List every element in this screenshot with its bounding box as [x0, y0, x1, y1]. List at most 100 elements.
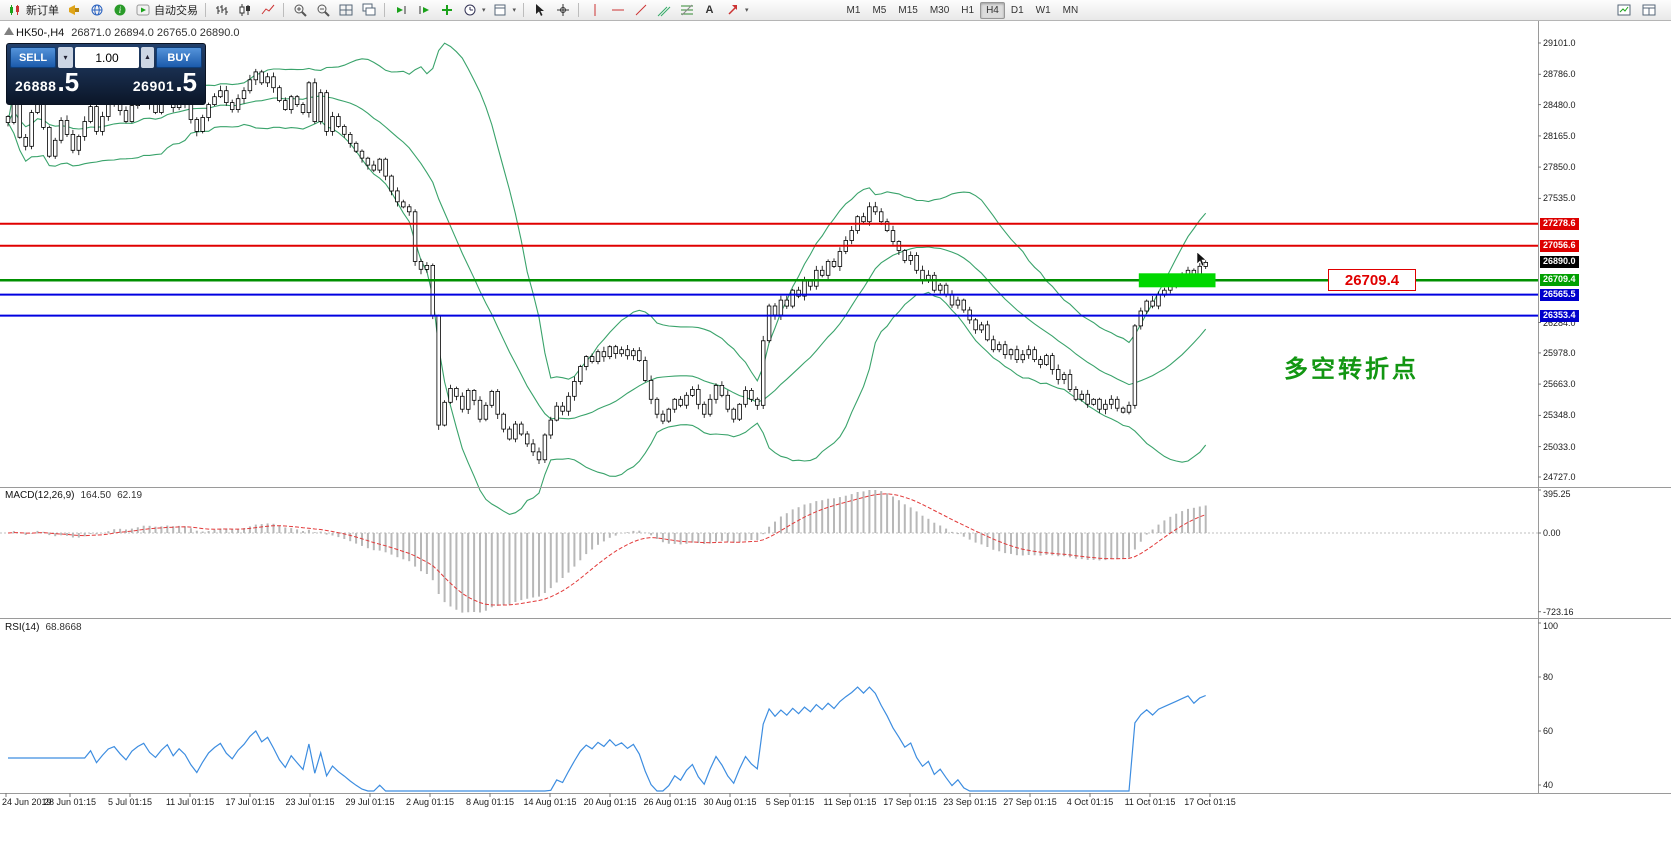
metaeditor-button[interactable] — [63, 1, 84, 19]
timeframe-mn[interactable]: MN — [1062, 4, 1079, 16]
zoom-in-icon — [291, 2, 308, 19]
svg-text:i: i — [118, 5, 121, 15]
sell-price[interactable]: 26888.5 — [15, 67, 80, 97]
price-axis-label: 28786.0 — [1543, 69, 1576, 79]
macd-label: MACD(12,26,9) 164.50 62.19 — [5, 490, 142, 501]
timeframe-d1[interactable]: D1 — [1010, 4, 1024, 16]
zoom-out-button[interactable] — [312, 1, 333, 19]
chart-layout-button[interactable] — [1638, 1, 1659, 19]
add-indicator-button[interactable] — [436, 1, 457, 19]
new-chart-button[interactable] — [1613, 1, 1634, 19]
rsi-axis-label: 80 — [1543, 672, 1554, 682]
rsi-line — [8, 686, 1206, 792]
cursor-tool-button[interactable] — [529, 1, 550, 19]
arrow-tool-icon — [724, 2, 741, 19]
cascade-windows-button[interactable] — [358, 1, 379, 19]
timeframe-w1[interactable]: W1 — [1035, 4, 1051, 16]
line-chart-mode-button[interactable] — [257, 1, 278, 19]
time-axis-label: 28 Jun 01:15 — [43, 797, 97, 807]
price-tag[interactable]: 26890.0 — [1540, 256, 1579, 268]
order-type-dropdown[interactable]: ▾ — [58, 47, 73, 68]
timeframe-h4[interactable]: H4 — [980, 1, 1005, 19]
crosshair-tool-button[interactable] — [552, 1, 573, 19]
time-axis-label: 23 Jul 01:15 — [285, 797, 335, 807]
new-order-button[interactable]: 新订单 — [4, 1, 61, 19]
price-tag[interactable]: 26353.4 — [1540, 310, 1579, 322]
price-axis-label: 28165.0 — [1543, 131, 1576, 141]
time-axis-label: 27 Sep 01:15 — [1003, 797, 1057, 807]
price-axis-label: 27850.0 — [1543, 162, 1576, 172]
time-axis-label: 20 Aug 01:15 — [583, 797, 637, 807]
text-tool[interactable]: A — [699, 1, 720, 19]
arrows-tool[interactable]: ▾ — [722, 1, 751, 19]
timeframe-m1[interactable]: M1 — [846, 4, 861, 16]
macd-signal-line — [7, 493, 1206, 606]
cursor-icon — [531, 2, 548, 19]
template-button[interactable]: ▾ — [490, 1, 519, 19]
annotation-text[interactable]: 多空转折点 — [1284, 356, 1419, 383]
toolbar-separator — [283, 3, 284, 17]
trendline-icon — [632, 2, 649, 19]
horizontal-line-tool[interactable] — [607, 1, 628, 19]
clock-icon — [461, 2, 478, 19]
time-axis-label: 17 Jul 01:15 — [225, 797, 275, 807]
macd-value-signal: 62.19 — [117, 490, 143, 501]
time-axis-label: 11 Oct 01:15 — [1124, 797, 1176, 807]
buy-button[interactable]: BUY — [156, 47, 202, 68]
price-axis-label: 29101.0 — [1543, 38, 1576, 48]
zoom-out-icon — [314, 2, 331, 19]
tile-windows-button[interactable] — [335, 1, 356, 19]
chart-canvas[interactable] — [0, 21, 1671, 865]
macd-axis-label: 395.25 — [1543, 489, 1571, 499]
auto-scroll-button[interactable] — [390, 1, 411, 19]
highlight-zone[interactable] — [1138, 273, 1216, 288]
auto-trading-button[interactable]: 自动交易 — [132, 1, 200, 19]
time-axis-label: 8 Aug 01:15 — [465, 797, 515, 807]
fibonacci-tool[interactable] — [676, 1, 697, 19]
trendline-tool[interactable] — [630, 1, 651, 19]
time-axis-label: 17 Sep 01:15 — [883, 797, 937, 807]
auto-trading-label: 自动交易 — [154, 5, 198, 17]
price-tag[interactable]: 26709.4 — [1540, 274, 1579, 286]
data-window-button[interactable]: i — [109, 1, 130, 19]
timeframe-m5[interactable]: M5 — [872, 4, 887, 16]
rsi-axis-label: 40 — [1543, 780, 1554, 790]
chart-shift-icon — [415, 2, 432, 19]
buy-price[interactable]: 26901.5 — [132, 67, 197, 97]
rsi-label: RSI(14) 68.8668 — [5, 622, 82, 633]
price-callout[interactable]: 26709.4 — [1328, 269, 1416, 291]
channel-tool[interactable] — [653, 1, 674, 19]
price-tag[interactable]: 26565.5 — [1540, 289, 1579, 301]
chart-shift-button[interactable] — [413, 1, 434, 19]
cascade-windows-icon — [360, 2, 377, 19]
candle-chart-mode-button[interactable] — [234, 1, 255, 19]
chart-title: HK50-,H4 26871.0 26894.0 26765.0 26890.0 — [16, 27, 240, 39]
bar-chart-icon — [213, 2, 230, 19]
new-order-label: 新订单 — [26, 5, 59, 17]
volume-input[interactable]: 1.00 — [75, 47, 139, 68]
volume-spinner[interactable]: ▲ — [141, 47, 154, 68]
time-axis-label: 29 Jul 01:15 — [345, 797, 395, 807]
zoom-in-button[interactable] — [289, 1, 310, 19]
vertical-line-tool[interactable] — [584, 1, 605, 19]
bar-chart-mode-button[interactable] — [211, 1, 232, 19]
price-tag[interactable]: 27056.6 — [1540, 240, 1579, 252]
price-tag[interactable]: 27278.6 — [1540, 218, 1579, 230]
timeframe-m15[interactable]: M15 — [898, 4, 918, 16]
sell-button[interactable]: SELL — [10, 47, 56, 68]
time-axis-label: 14 Aug 01:15 — [523, 797, 577, 807]
market-watch-button[interactable] — [86, 1, 107, 19]
main-toolbar: 新订单 i 自动交易 ▾ ▾ A ▾ M1 M5 M15 M3 — [0, 0, 1671, 21]
macd-histogram — [12, 490, 1207, 613]
time-axis-label: 4 Oct 01:15 — [1066, 797, 1114, 807]
toolbar-separator — [578, 3, 580, 17]
periods-button[interactable]: ▾ — [459, 1, 488, 19]
timeframe-m30[interactable]: M30 — [929, 4, 950, 16]
price-axis-label: 27535.0 — [1543, 193, 1576, 203]
line-chart-icon — [259, 2, 276, 19]
auto-trading-icon — [134, 2, 151, 19]
timeframe-h1[interactable]: H1 — [961, 4, 975, 16]
macd-axis-label: 0.00 — [1543, 528, 1561, 538]
horizontal-lines[interactable] — [0, 222, 1538, 317]
rsi-value: 68.8668 — [45, 622, 82, 633]
